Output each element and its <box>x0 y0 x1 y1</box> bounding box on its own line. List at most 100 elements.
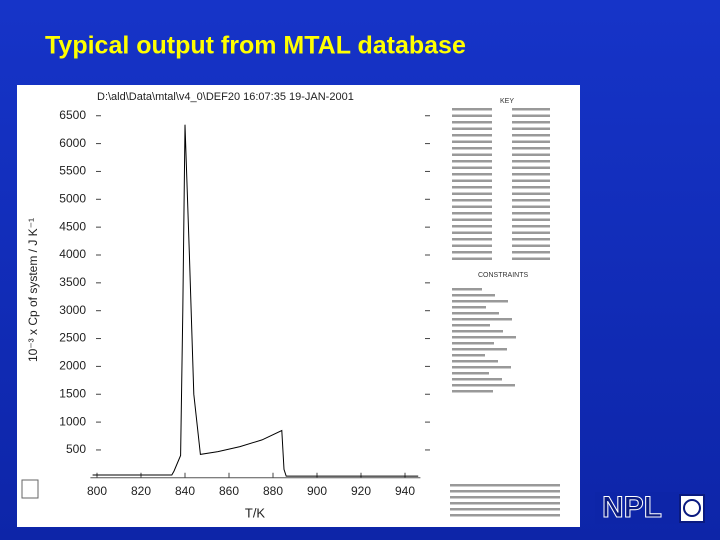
constraint-line <box>452 390 493 393</box>
x-tick-label: 840 <box>175 484 195 498</box>
footer-line <box>450 508 560 511</box>
key-line <box>452 231 492 234</box>
key-line <box>452 121 492 124</box>
chart-panel <box>17 85 580 527</box>
key-line <box>512 231 550 234</box>
software-logo <box>21 479 39 499</box>
constraint-line <box>452 312 499 315</box>
key-line <box>512 121 550 124</box>
constraints-title: CONSTRAINTS <box>478 272 529 279</box>
constraint-line <box>452 354 485 357</box>
y-tick-label: 1500 <box>59 386 86 400</box>
y-axis-label: 10⁻³ x Cp of system / J K⁻¹ <box>26 218 40 362</box>
key-line <box>452 199 492 202</box>
key-line <box>512 186 550 189</box>
footer-line <box>450 490 560 493</box>
y-tick-label: 1000 <box>59 414 86 428</box>
constraint-line <box>452 330 503 333</box>
constraint-line <box>452 288 482 291</box>
constraint-line <box>452 348 507 351</box>
constraint-line <box>452 336 516 339</box>
y-tick-label: 4000 <box>59 247 86 261</box>
key-line <box>512 114 550 117</box>
footer-line <box>450 496 560 499</box>
x-tick-label: 920 <box>351 484 371 498</box>
y-tick-label: 5000 <box>59 191 86 205</box>
key-line <box>452 160 492 163</box>
chart-header: D:\ald\Data\mtal\v4_0\DEF20 16:07:35 19-… <box>97 91 354 103</box>
y-tick-label: 500 <box>66 442 86 456</box>
key-line <box>512 153 550 156</box>
x-tick-label: 940 <box>395 484 415 498</box>
key-line <box>512 257 550 260</box>
key-line <box>512 225 550 228</box>
x-tick-label: 880 <box>263 484 283 498</box>
key-line <box>452 140 492 143</box>
key-line <box>452 225 492 228</box>
key-line <box>512 140 550 143</box>
x-axis-label: T/K <box>245 505 266 520</box>
key-line <box>512 212 550 215</box>
logo-emblem-ring <box>683 499 701 517</box>
key-line <box>452 127 492 130</box>
footer-line <box>450 514 560 517</box>
key-line <box>452 205 492 208</box>
slide-title: Typical output from MTAL database <box>45 32 466 60</box>
x-tick-label: 860 <box>219 484 239 498</box>
key-title: KEY <box>500 98 514 105</box>
logo-box <box>595 492 683 524</box>
y-tick-label: 3500 <box>59 275 86 289</box>
key-line <box>452 147 492 150</box>
key-line <box>512 179 550 182</box>
key-line <box>452 173 492 176</box>
key-line <box>512 160 550 163</box>
constraint-line <box>452 378 502 381</box>
y-tick-label: 6500 <box>59 108 86 122</box>
key-line <box>452 108 492 111</box>
constraint-line <box>452 360 498 363</box>
y-tick-label: 4500 <box>59 219 86 233</box>
key-line <box>512 127 550 130</box>
constraint-line <box>452 372 489 375</box>
constraint-line <box>452 366 511 369</box>
key-line <box>452 238 492 241</box>
key-line <box>512 147 550 150</box>
key-line <box>452 166 492 169</box>
key-line <box>512 238 550 241</box>
key-line <box>512 251 550 254</box>
key-line <box>512 134 550 137</box>
constraint-line <box>452 300 508 303</box>
key-line <box>512 244 550 247</box>
y-tick-label: 6000 <box>59 136 86 150</box>
key-line <box>512 166 550 169</box>
key-line <box>452 134 492 137</box>
key-line <box>512 173 550 176</box>
key-line <box>512 218 550 221</box>
y-tick-label: 2000 <box>59 359 86 373</box>
footer-line <box>450 484 560 487</box>
key-line <box>512 199 550 202</box>
key-line <box>452 179 492 182</box>
logo-text: NPL <box>602 491 662 524</box>
x-tick-label: 900 <box>307 484 327 498</box>
constraint-line <box>452 306 486 309</box>
constraint-line <box>452 384 515 387</box>
key-line <box>452 251 492 254</box>
x-tick-label: 820 <box>131 484 151 498</box>
key-line <box>452 114 492 117</box>
constraint-line <box>452 324 490 327</box>
key-line <box>452 192 492 195</box>
key-line <box>512 108 550 111</box>
key-line <box>452 244 492 247</box>
key-line <box>512 205 550 208</box>
key-text-block <box>450 108 560 517</box>
key-line <box>452 257 492 260</box>
y-tick-label: 5500 <box>59 164 86 178</box>
constraint-line <box>452 318 512 321</box>
data-line <box>92 124 419 477</box>
key-line <box>452 186 492 189</box>
y-tick-label: 2500 <box>59 331 86 345</box>
constraint-line <box>452 342 494 345</box>
footer-line <box>450 502 560 505</box>
